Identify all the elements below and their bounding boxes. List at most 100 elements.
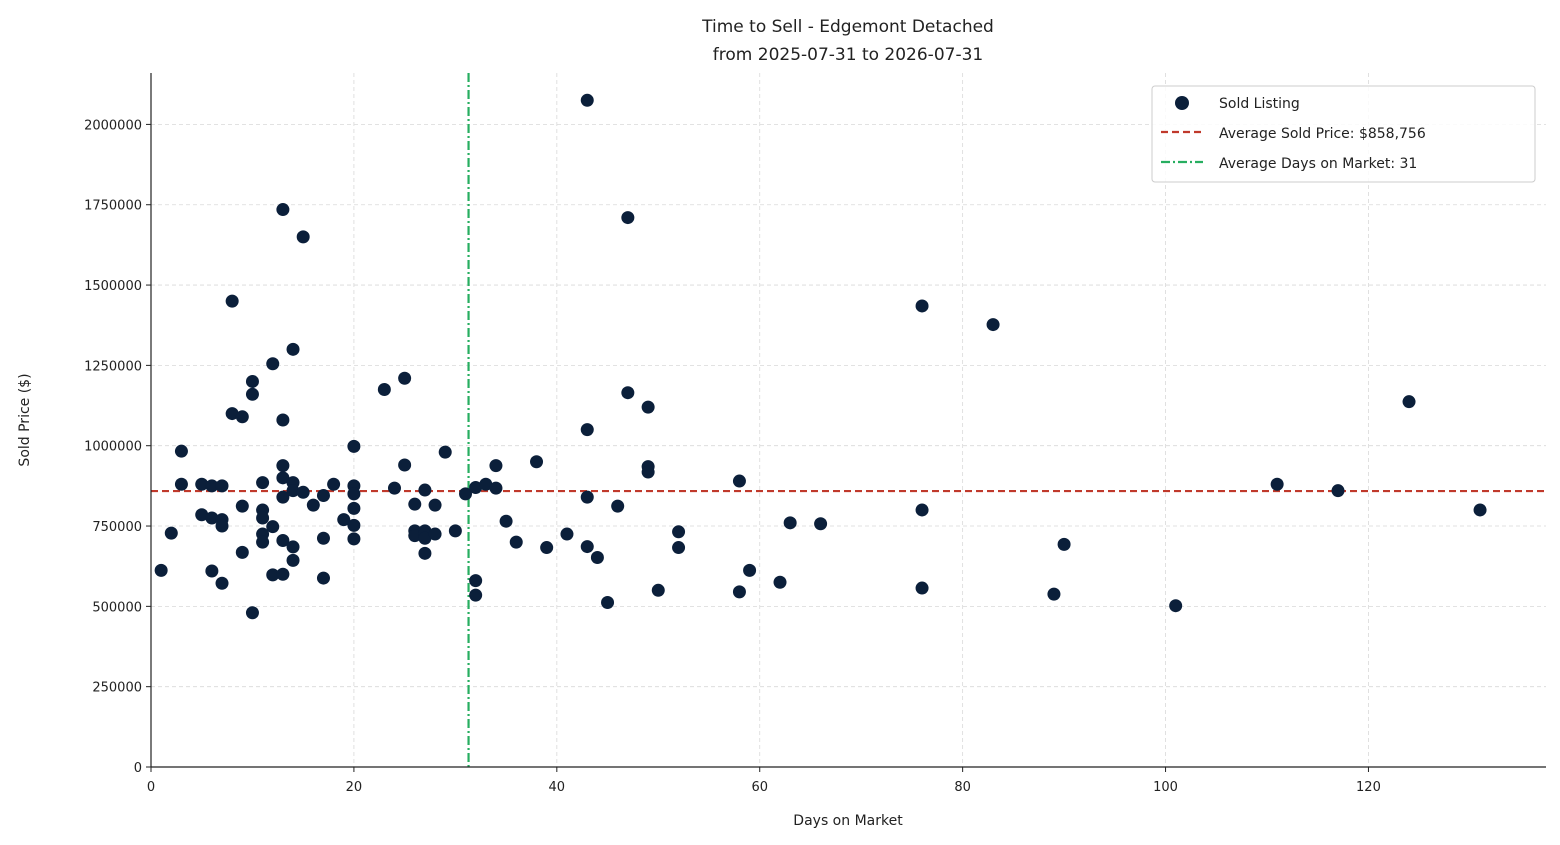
- data-point: [225, 407, 239, 421]
- data-point: [732, 585, 746, 599]
- data-point: [621, 211, 635, 225]
- data-point: [1169, 599, 1183, 613]
- data-point: [783, 516, 797, 530]
- data-point: [489, 459, 503, 473]
- data-point: [408, 529, 422, 543]
- x-tick-label: 120: [1356, 780, 1381, 795]
- data-point: [732, 474, 746, 488]
- data-point: [154, 563, 168, 577]
- data-point: [915, 581, 929, 595]
- data-point: [986, 318, 1000, 332]
- legend-label-average-price: Average Sold Price: $858,756: [1219, 126, 1426, 142]
- data-point: [448, 524, 462, 538]
- data-point: [509, 535, 523, 549]
- data-point: [499, 514, 513, 528]
- data-point: [205, 479, 219, 493]
- x-tick-label: 80: [954, 780, 971, 795]
- data-point: [235, 410, 249, 424]
- data-point: [337, 513, 351, 527]
- data-point: [235, 499, 249, 513]
- y-tick-label: 750000: [92, 520, 142, 535]
- data-point: [195, 477, 209, 491]
- data-point: [590, 551, 604, 565]
- data-point: [245, 387, 259, 401]
- data-point: [530, 455, 544, 469]
- x-tick-label: 100: [1153, 780, 1178, 795]
- data-point: [347, 518, 361, 532]
- data-point: [418, 531, 432, 545]
- data-points: [154, 93, 1487, 620]
- data-point: [296, 230, 310, 244]
- data-point: [1047, 587, 1061, 601]
- data-point: [651, 583, 665, 597]
- data-point: [814, 517, 828, 531]
- data-point: [611, 499, 625, 513]
- data-point: [316, 531, 330, 545]
- data-point: [428, 527, 442, 541]
- legend-marker-sold-listing: [1175, 96, 1189, 110]
- data-point: [418, 483, 432, 497]
- data-point: [245, 374, 259, 388]
- data-point: [205, 511, 219, 525]
- y-ticks: 0 250000 500000 750000 1000000 1250000 1500000…: [84, 118, 151, 776]
- data-point: [306, 498, 320, 512]
- x-tick-label: 0: [147, 780, 155, 795]
- chart-title: Time to Sell - Edgemont Detached: [701, 17, 994, 37]
- data-point: [276, 459, 290, 473]
- x-axis-label: Days on Market: [793, 813, 903, 829]
- y-tick-label: 1500000: [84, 279, 142, 294]
- y-tick-label: 1000000: [84, 440, 142, 455]
- data-point: [276, 471, 290, 485]
- y-axis-label: Sold Price ($): [17, 373, 33, 466]
- data-point: [195, 508, 209, 522]
- data-point: [1331, 484, 1345, 498]
- data-point: [245, 606, 259, 620]
- data-point: [327, 477, 341, 491]
- data-point: [215, 576, 229, 590]
- data-point: [286, 342, 300, 356]
- data-point: [773, 575, 787, 589]
- data-point: [266, 568, 280, 582]
- data-point: [205, 564, 219, 578]
- data-point: [347, 532, 361, 546]
- data-point: [489, 481, 503, 495]
- data-point: [1270, 477, 1284, 491]
- data-point: [174, 477, 188, 491]
- data-point: [398, 371, 412, 385]
- legend-label-sold-listing: Sold Listing: [1219, 96, 1300, 112]
- y-tick-label: 1750000: [84, 199, 142, 214]
- legend: Sold Listing Average Sold Price: $858,75…: [1151, 85, 1536, 183]
- y-tick-label: 500000: [92, 600, 142, 615]
- data-point: [398, 458, 412, 472]
- data-point: [266, 357, 280, 371]
- data-point: [276, 490, 290, 504]
- data-point: [580, 423, 594, 437]
- chart-subtitle: from 2025-07-31 to 2026-07-31: [713, 45, 983, 65]
- data-point: [469, 480, 483, 494]
- data-point: [296, 485, 310, 499]
- data-point: [479, 477, 493, 491]
- data-point: [225, 294, 239, 308]
- x-tick-label: 20: [346, 780, 363, 795]
- data-point: [235, 545, 249, 559]
- data-point: [469, 588, 483, 602]
- data-point: [276, 203, 290, 217]
- data-point: [469, 574, 483, 588]
- data-point: [215, 519, 229, 533]
- legend-box: [1151, 85, 1536, 183]
- data-point: [560, 527, 574, 541]
- y-tick-label: 250000: [92, 681, 142, 696]
- data-point: [428, 498, 442, 512]
- data-point: [641, 465, 655, 479]
- data-point: [174, 444, 188, 458]
- data-point: [276, 413, 290, 427]
- data-point: [459, 487, 473, 501]
- data-point: [286, 484, 300, 498]
- data-point: [347, 501, 361, 515]
- data-point: [580, 540, 594, 554]
- y-tick-label: 1250000: [84, 359, 142, 374]
- x-tick-label: 60: [751, 780, 768, 795]
- data-point: [256, 535, 270, 549]
- data-point: [438, 445, 452, 459]
